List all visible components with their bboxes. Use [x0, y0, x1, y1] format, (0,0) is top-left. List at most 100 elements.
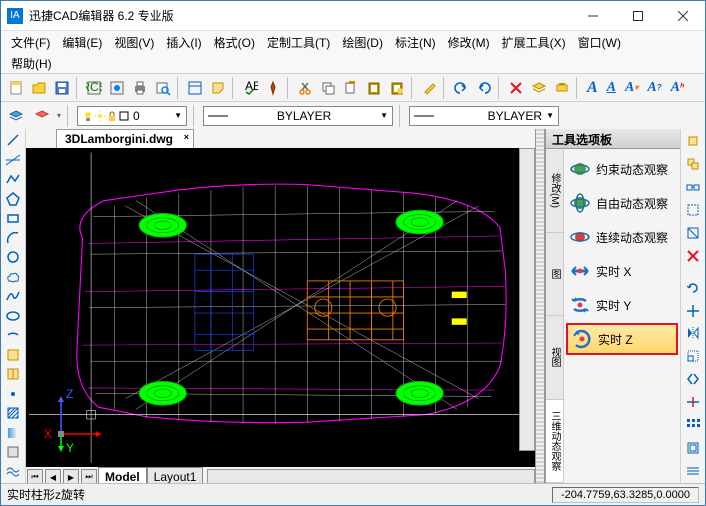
vtab-view[interactable]: 视图 [546, 316, 563, 400]
layers-icon[interactable] [528, 77, 550, 99]
line-tool-icon[interactable] [3, 131, 23, 150]
menu-edit[interactable]: 编辑(E) [56, 32, 108, 53]
menu-window[interactable]: 窗口(W) [572, 32, 627, 53]
brush-icon[interactable] [418, 77, 440, 99]
block-tool-icon[interactable] [3, 346, 23, 365]
layer-mgr-icon[interactable] [5, 105, 27, 127]
gradient-tool-icon[interactable] [3, 424, 23, 443]
menu-tools[interactable]: 定制工具(T) [261, 32, 336, 53]
print-icon[interactable] [129, 77, 151, 99]
menu-file[interactable]: 文件(F) [5, 32, 56, 53]
palette-item-realtime-z[interactable]: 实时 Z [566, 323, 678, 355]
circle-tool-icon[interactable] [3, 248, 23, 267]
spline-tool-icon[interactable] [3, 287, 23, 306]
ellipse-tool-icon[interactable] [3, 307, 23, 326]
lineweight-dropdown[interactable]: BYLAYER ▼ [409, 106, 559, 126]
tb-icon-5[interactable] [262, 77, 284, 99]
ellipse-arc-tool-icon[interactable] [3, 326, 23, 345]
rtool-trim-icon[interactable] [683, 392, 703, 412]
palette-item-constrained-orbit[interactable]: 约束动态观察 [566, 153, 678, 185]
linetype-dropdown[interactable]: BYLAYER ▼ [203, 106, 393, 126]
rtool-icon-1[interactable] [683, 131, 703, 151]
palette-item-continuous-orbit[interactable]: 连续动态观察 [566, 221, 678, 253]
vtab-modify[interactable]: 修改(M) [546, 149, 563, 233]
open-icon[interactable] [28, 77, 50, 99]
rectangle-tool-icon[interactable] [3, 209, 23, 228]
point-tool-icon[interactable] [3, 385, 23, 404]
menu-insert[interactable]: 插入(I) [160, 32, 207, 53]
palette-item-realtime-x[interactable]: 实时 X [566, 255, 678, 287]
menu-draw[interactable]: 绘图(D) [336, 32, 389, 53]
minimize-button[interactable] [570, 1, 615, 31]
rtool-scale-icon[interactable] [683, 346, 703, 366]
text-style-a5[interactable]: Aʰ [667, 77, 688, 99]
revcloud-tool-icon[interactable] [3, 268, 23, 287]
document-tab[interactable]: 3DLamborgini.dwg × [56, 129, 194, 148]
copy-clip-icon[interactable] [340, 77, 362, 99]
menu-help[interactable]: 帮助(H) [5, 53, 58, 74]
rtool-array-icon[interactable] [683, 415, 703, 435]
rtool-icon-3[interactable] [683, 177, 703, 197]
palette-item-realtime-y[interactable]: 实时 Y [566, 289, 678, 321]
wave-tool-icon[interactable] [3, 463, 23, 482]
maximize-button[interactable] [615, 1, 660, 31]
vtab-3dorbit[interactable]: 三维动态观察 [546, 400, 563, 484]
preview-icon[interactable] [152, 77, 174, 99]
layout-tab-model[interactable]: Model [98, 467, 147, 483]
layout-last-icon[interactable]: ⏭ [81, 469, 97, 483]
menu-modify[interactable]: 修改(M) [442, 32, 496, 53]
menu-dimension[interactable]: 标注(N) [389, 32, 442, 53]
splitter[interactable] [535, 129, 545, 483]
layout-tab-layout1[interactable]: Layout1 [147, 467, 204, 483]
rtool-icon-5[interactable] [683, 223, 703, 243]
paste-icon[interactable] [363, 77, 385, 99]
tb-icon-2[interactable] [106, 77, 128, 99]
menu-format[interactable]: 格式(O) [208, 32, 261, 53]
rtool-rotate-icon[interactable] [683, 278, 703, 298]
vtab-draw[interactable]: 图 [546, 233, 563, 317]
layout-next-icon[interactable]: ▶ [63, 469, 79, 483]
scrollbar-vertical[interactable] [519, 148, 535, 451]
rtool-delete-icon[interactable] [683, 246, 703, 266]
paste2-icon[interactable] [386, 77, 408, 99]
polygon-tool-icon[interactable] [3, 190, 23, 209]
tab-close-icon[interactable]: × [184, 132, 189, 142]
xline-tool-icon[interactable] [3, 151, 23, 170]
redo-icon[interactable] [473, 77, 495, 99]
scrollbar-horizontal[interactable] [207, 469, 535, 483]
layer-state-icon[interactable] [31, 105, 53, 127]
rtool-mirror-icon[interactable] [683, 323, 703, 343]
layer-dropdown[interactable]: 0 ▼ [77, 106, 187, 126]
tb-icon-1[interactable]: RCS [83, 77, 105, 99]
menu-extend[interactable]: 扩展工具(X) [496, 32, 572, 53]
delete-x-icon[interactable] [505, 77, 527, 99]
layout-prev-icon[interactable]: ◀ [45, 469, 61, 483]
palette-item-free-orbit[interactable]: 自由动态观察 [566, 187, 678, 219]
rtool-icon-2[interactable] [683, 154, 703, 174]
new-icon[interactable] [5, 77, 27, 99]
arc-tool-icon[interactable] [3, 229, 23, 248]
rtool-stretch-icon[interactable] [683, 369, 703, 389]
text-style-a4[interactable]: A? [643, 77, 665, 99]
region-tool-icon[interactable] [3, 443, 23, 462]
menu-view[interactable]: 视图(V) [108, 32, 160, 53]
tb-icon-end[interactable] [551, 77, 573, 99]
rtool-offset-icon[interactable] [683, 438, 703, 458]
block2-tool-icon[interactable] [3, 365, 23, 384]
text-style-a3[interactable]: A▾ [621, 77, 642, 99]
rtool-icon-4[interactable] [683, 200, 703, 220]
layout-first-icon[interactable]: ⏮ [27, 469, 43, 483]
save-icon[interactable] [51, 77, 73, 99]
rtool-move-icon[interactable] [683, 301, 703, 321]
drawing-canvas[interactable]: X Y Z [26, 148, 535, 467]
undo-icon[interactable] [450, 77, 472, 99]
text-style-a1[interactable]: A [583, 77, 602, 99]
spellcheck-icon[interactable]: ABC [239, 77, 261, 99]
close-button[interactable] [660, 1, 705, 31]
rtool-hatch-icon[interactable] [683, 461, 703, 481]
tb-icon-3[interactable] [184, 77, 206, 99]
polyline-tool-icon[interactable] [3, 170, 23, 189]
cut-icon[interactable] [294, 77, 316, 99]
text-style-a2[interactable]: A [603, 77, 620, 99]
copy-icon[interactable] [317, 77, 339, 99]
